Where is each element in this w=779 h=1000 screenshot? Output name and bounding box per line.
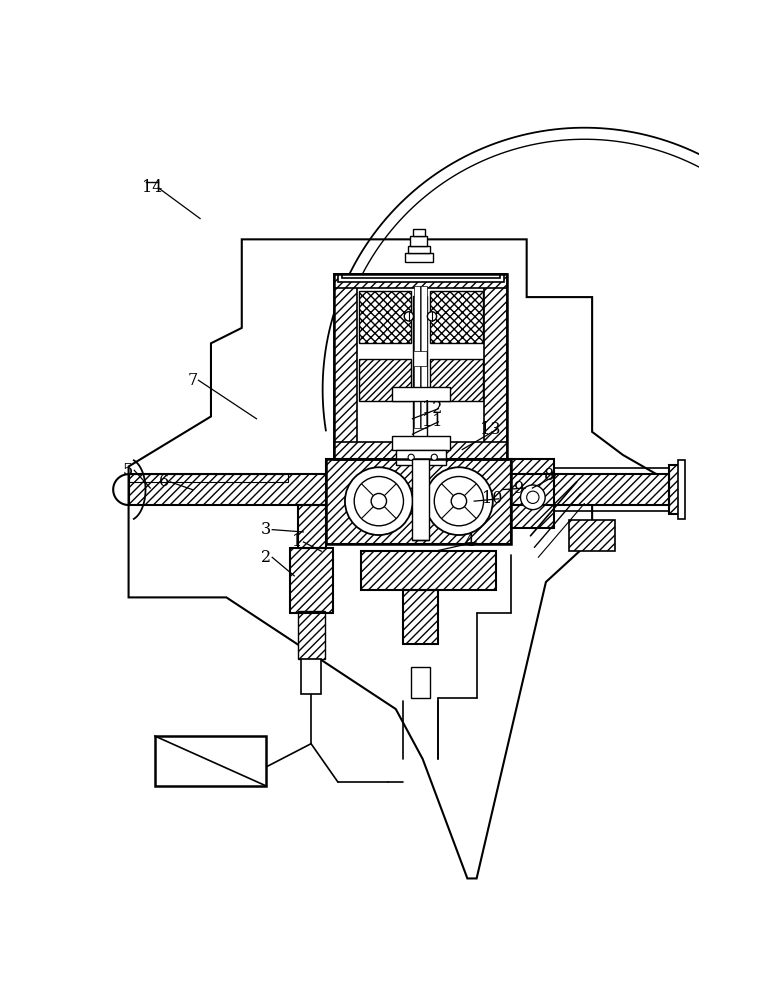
Text: 12: 12: [422, 400, 442, 417]
Text: 4: 4: [465, 533, 475, 550]
Circle shape: [345, 467, 413, 535]
Bar: [485, 274, 507, 459]
Bar: [298, 505, 326, 548]
Circle shape: [354, 477, 404, 526]
Bar: [411, 667, 431, 698]
Bar: [326, 459, 511, 544]
Bar: [396, 450, 446, 465]
Bar: [334, 274, 507, 459]
Bar: [392, 387, 449, 401]
Bar: [129, 474, 288, 482]
Circle shape: [408, 454, 414, 460]
Text: 2: 2: [261, 549, 271, 566]
Polygon shape: [129, 239, 681, 878]
Circle shape: [428, 312, 436, 321]
Bar: [361, 551, 496, 590]
Bar: [431, 291, 483, 343]
Bar: [511, 474, 669, 505]
Text: 5: 5: [123, 462, 133, 479]
Text: 3: 3: [261, 521, 271, 538]
Circle shape: [434, 477, 484, 526]
Text: 10: 10: [482, 490, 502, 507]
Bar: [511, 459, 554, 528]
Bar: [291, 548, 333, 613]
Text: 13: 13: [480, 421, 501, 438]
Text: 9: 9: [514, 480, 524, 497]
Bar: [334, 442, 507, 459]
Circle shape: [404, 312, 414, 321]
Bar: [298, 505, 326, 548]
Bar: [298, 611, 325, 659]
Bar: [569, 520, 615, 551]
Bar: [408, 246, 430, 253]
Bar: [342, 274, 499, 278]
Bar: [413, 229, 425, 236]
Text: 8: 8: [544, 467, 555, 484]
Bar: [405, 253, 432, 262]
Bar: [669, 465, 683, 514]
Bar: [404, 590, 438, 644]
Text: 14: 14: [142, 179, 162, 196]
Bar: [669, 465, 683, 514]
Bar: [679, 460, 685, 519]
Bar: [334, 274, 507, 288]
Bar: [361, 551, 496, 590]
Bar: [359, 291, 411, 343]
Text: 1: 1: [292, 533, 302, 550]
Bar: [414, 296, 428, 450]
Circle shape: [432, 454, 437, 460]
Bar: [414, 366, 427, 428]
Bar: [359, 359, 411, 401]
Circle shape: [520, 485, 545, 510]
Circle shape: [371, 493, 386, 509]
Bar: [511, 459, 554, 528]
Bar: [155, 736, 266, 786]
Bar: [412, 459, 429, 540]
Circle shape: [527, 491, 539, 503]
Bar: [338, 274, 503, 282]
Bar: [414, 286, 427, 351]
Bar: [129, 474, 326, 505]
Bar: [291, 548, 333, 613]
Bar: [129, 474, 326, 505]
Bar: [301, 659, 321, 694]
Bar: [431, 359, 483, 401]
Circle shape: [451, 493, 467, 509]
Bar: [392, 436, 449, 450]
Bar: [326, 459, 511, 544]
Bar: [411, 236, 428, 246]
Text: 6: 6: [159, 473, 169, 490]
Circle shape: [425, 467, 493, 535]
Bar: [334, 274, 358, 459]
Text: 11: 11: [422, 413, 442, 430]
Bar: [511, 474, 669, 505]
Bar: [404, 590, 438, 644]
Text: 7: 7: [187, 372, 197, 389]
